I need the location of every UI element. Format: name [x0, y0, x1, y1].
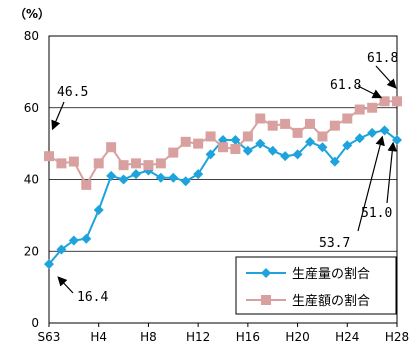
legend-label-value: 生産額の割合	[292, 293, 370, 309]
data-point	[44, 259, 54, 270]
x-tick-label: H12	[186, 330, 210, 344]
data-point	[205, 131, 216, 142]
data-point	[379, 125, 390, 136]
annotation-arrow	[375, 65, 397, 89]
data-point	[255, 113, 266, 124]
data-point	[205, 149, 216, 160]
y-tick-label: 60	[24, 101, 39, 115]
data-point	[131, 158, 141, 169]
data-point	[354, 133, 365, 144]
annotations: 46.5 16.4 61.8 61.8 53.7 51.0	[51, 51, 398, 305]
series-value	[44, 96, 402, 190]
annotation-arrow	[386, 141, 398, 204]
annotation-arrow	[357, 135, 385, 232]
x-tick-label: H28	[385, 330, 409, 344]
data-point	[93, 158, 104, 169]
y-axis-unit-label: （%）	[14, 6, 50, 21]
data-point	[93, 204, 104, 215]
data-point	[180, 176, 191, 187]
data-point	[230, 135, 241, 146]
data-point	[131, 169, 141, 180]
legend-marker-value	[261, 295, 271, 305]
data-point	[68, 235, 79, 246]
data-point	[118, 160, 129, 171]
y-tick-label: 80	[24, 29, 39, 43]
data-point	[305, 136, 315, 147]
annotation-label: 46.5	[57, 85, 88, 100]
data-point	[56, 244, 67, 255]
data-point	[255, 138, 266, 149]
data-point	[342, 113, 353, 124]
data-point	[329, 156, 340, 167]
data-point	[218, 142, 228, 153]
data-point	[342, 140, 353, 151]
legend: 生産量の割合 生産額の割合	[235, 256, 397, 315]
data-point	[267, 145, 278, 156]
data-point	[317, 142, 328, 153]
data-point	[81, 179, 92, 190]
annotation-label: 51.0	[361, 206, 392, 221]
x-tick-label: H16	[236, 330, 260, 344]
data-point	[168, 172, 179, 183]
annotation-label: 16.4	[77, 290, 108, 305]
y-tick-label: 20	[24, 244, 39, 258]
x-tick-label: H4	[90, 330, 107, 344]
data-point	[392, 96, 402, 107]
data-point	[168, 147, 179, 158]
data-point	[155, 158, 166, 169]
series-group	[44, 96, 402, 270]
data-point	[106, 170, 117, 181]
x-tick-label: H20	[285, 330, 309, 344]
data-point	[44, 151, 54, 162]
data-point	[317, 131, 328, 142]
data-point	[379, 96, 390, 107]
data-point	[292, 127, 303, 138]
data-point	[68, 156, 79, 167]
x-tick-label: H24	[335, 330, 359, 344]
data-point	[242, 145, 253, 156]
legend-marker-volume	[261, 268, 271, 278]
data-point	[193, 169, 204, 180]
data-point	[106, 142, 117, 153]
data-point	[367, 127, 378, 138]
data-point	[292, 149, 303, 160]
annotation-label: 61.8	[330, 78, 361, 93]
data-point	[230, 144, 241, 155]
data-point	[329, 120, 340, 131]
axis-ticks: 0 20 40 60 80 S63 H4 H8 H12 H16 H20 H24 H28	[24, 29, 409, 344]
annotation-arrow	[57, 276, 74, 294]
data-point	[305, 118, 315, 129]
data-point	[280, 151, 291, 162]
data-point	[180, 136, 191, 147]
x-tick-label: H8	[140, 330, 157, 344]
legend-label-volume: 生産量の割合	[292, 266, 370, 282]
data-point	[242, 131, 253, 142]
x-tick-label: S63	[38, 330, 61, 344]
data-point	[354, 104, 365, 115]
data-point	[267, 120, 278, 131]
gridlines	[49, 107, 397, 252]
data-point	[81, 233, 92, 244]
annotation-arrow	[357, 85, 383, 99]
annotation-label: 61.8	[367, 51, 398, 66]
y-tick-label: 40	[24, 173, 39, 187]
data-point	[118, 174, 129, 185]
data-point	[155, 172, 166, 183]
y-tick-label: 0	[31, 316, 39, 330]
data-point	[280, 118, 291, 129]
annotation-arrow	[51, 101, 65, 131]
data-point	[367, 102, 378, 113]
data-point	[56, 158, 67, 169]
data-point	[143, 160, 154, 171]
annotation-label: 53.7	[319, 236, 350, 251]
data-point	[193, 138, 204, 149]
